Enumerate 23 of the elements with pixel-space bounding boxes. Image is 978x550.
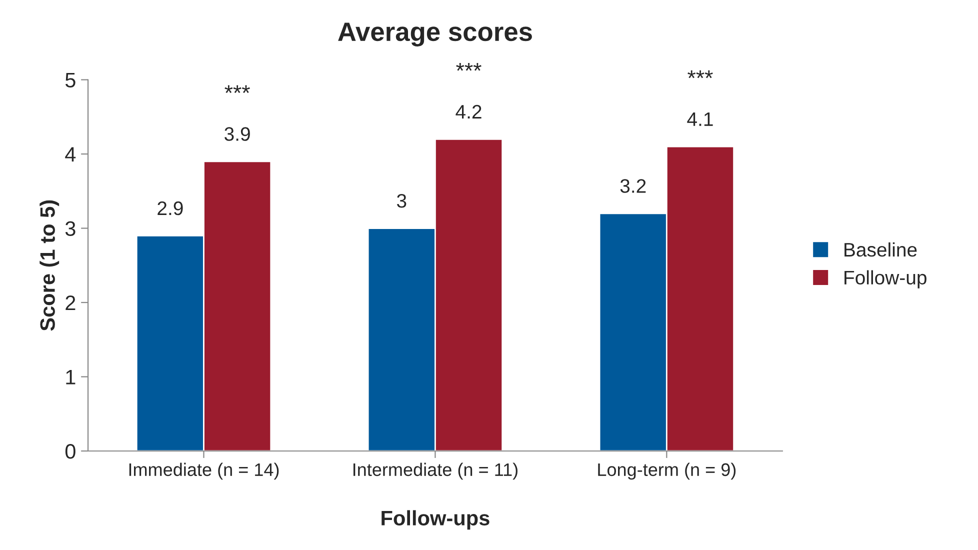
data-label: 4.1 [687, 112, 713, 126]
y-tick-label: 0 [65, 444, 76, 459]
data-label: 4.2 [456, 104, 482, 118]
x-tick-label: Long-term (n = 9) [598, 462, 736, 480]
text: *** [688, 70, 713, 78]
y-tick-label: 2 [66, 296, 76, 310]
data-label: 3.9 [224, 127, 250, 141]
x-tick-label: Immediate (n = 14) [129, 462, 279, 480]
y-tick-label: 1 [66, 370, 76, 384]
data-label: 2.9 [158, 201, 183, 216]
y-axis-title: Score (1 to 5) [40, 200, 60, 331]
chart-title: Average scores [338, 22, 532, 46]
annotation: *** [224, 85, 250, 94]
y-tick-label: 4 [65, 147, 76, 162]
legend-label: Follow-up [844, 270, 926, 288]
y-tick-label: 3 [65, 221, 76, 236]
legend-label: Baseline [844, 242, 917, 257]
data-label: 3 [396, 194, 406, 208]
x-axis-title: Follow-ups [382, 510, 490, 530]
data-label: 3.2 [620, 179, 646, 193]
y-tick-label: 5 [65, 72, 76, 88]
x-tick-label: Intermediate (n = 11) [353, 462, 518, 480]
text: *** [456, 62, 482, 71]
